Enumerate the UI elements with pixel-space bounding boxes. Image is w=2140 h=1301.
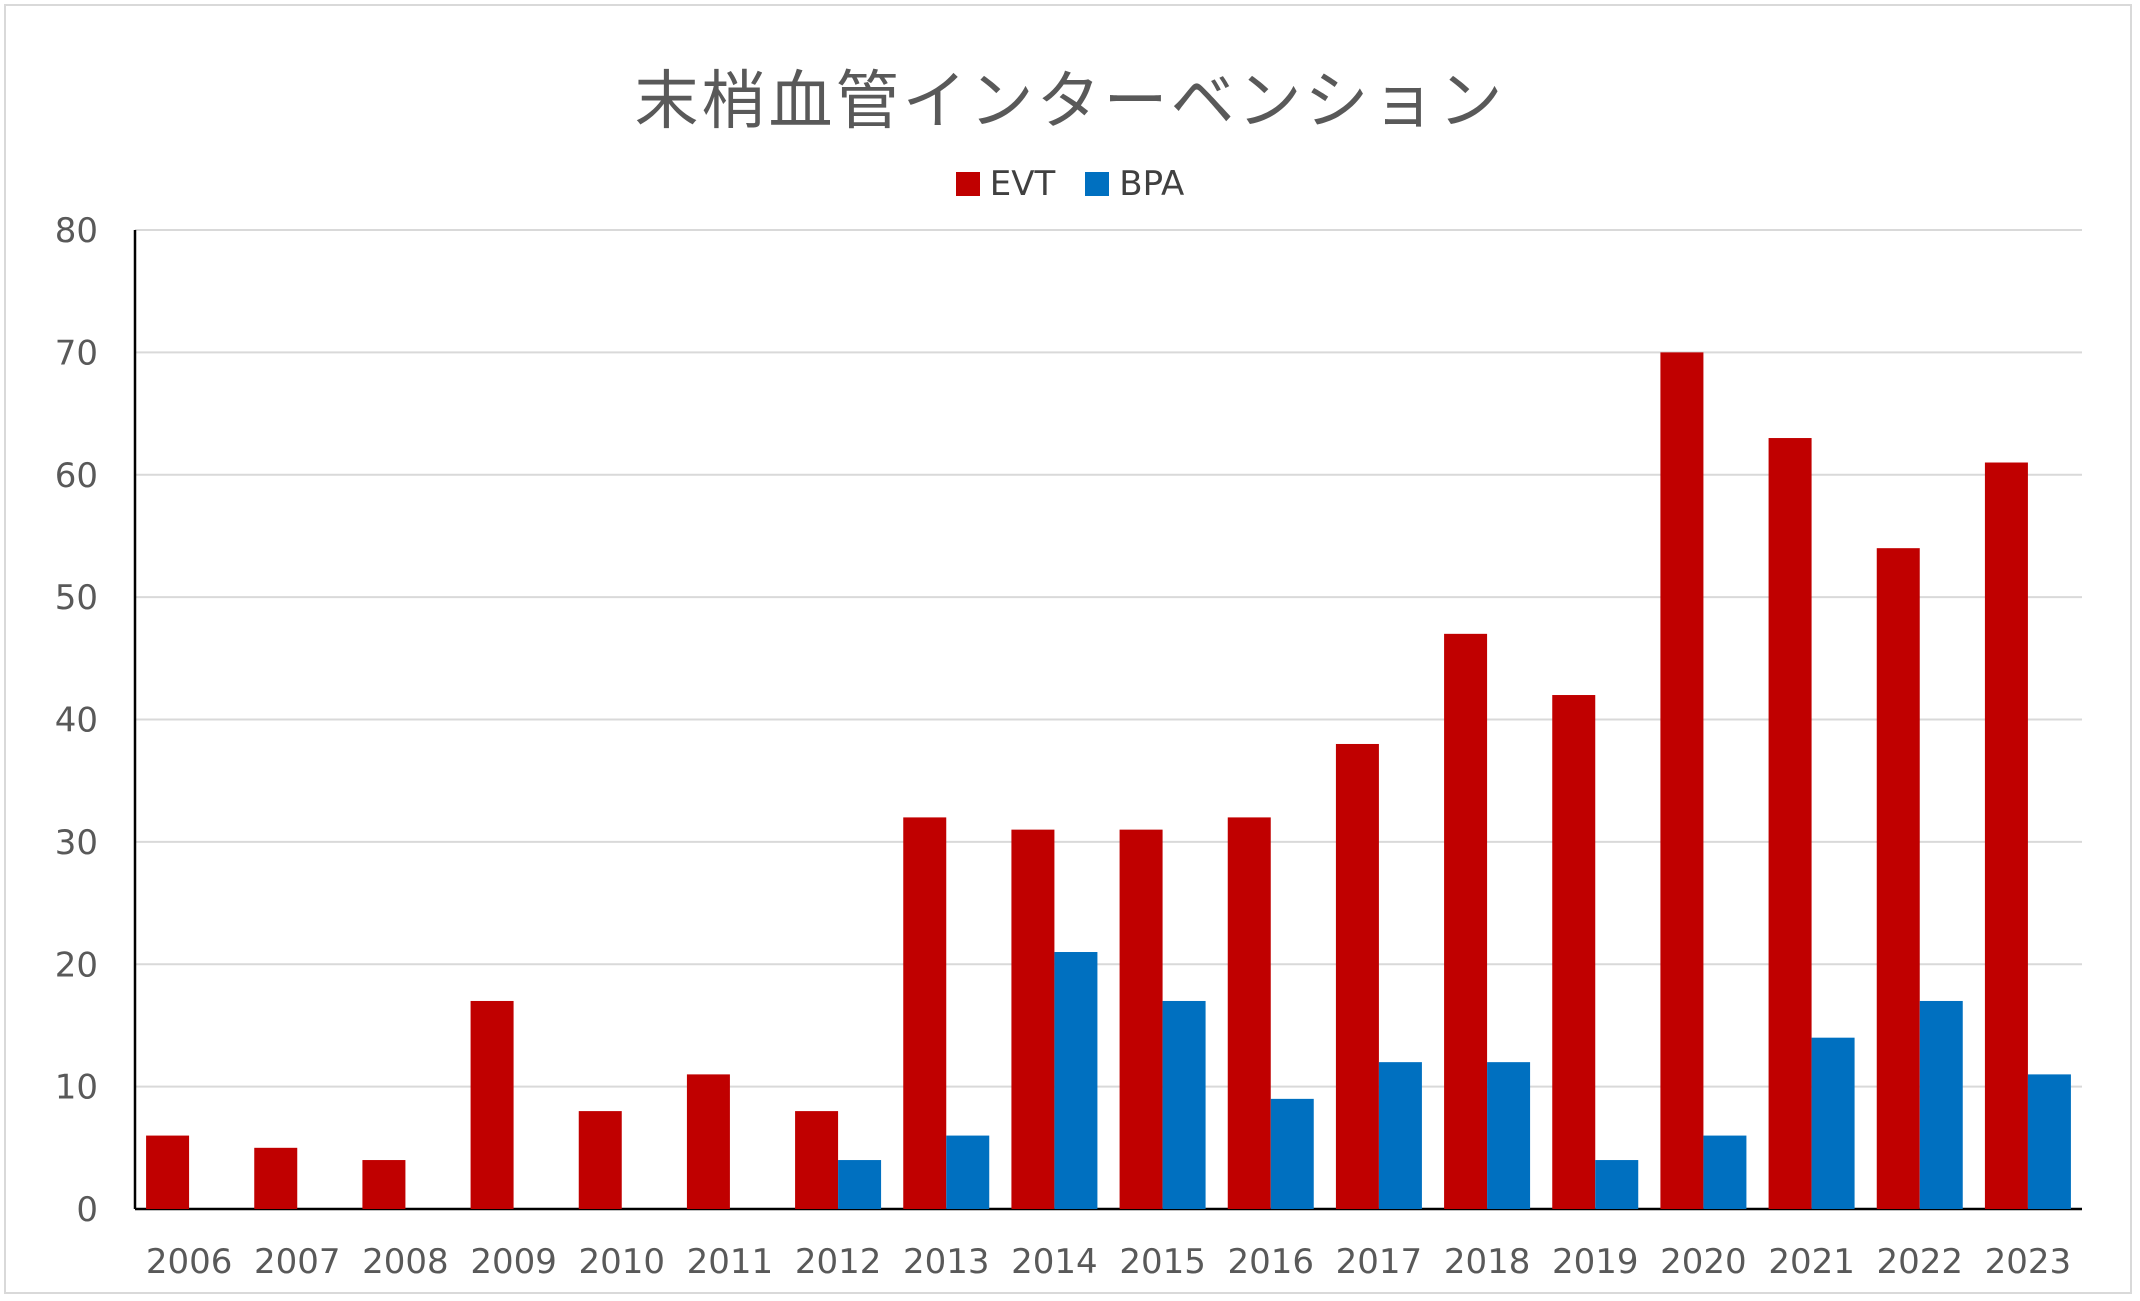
y-tick-label: 0 xyxy=(76,1190,98,1230)
bar-bpa-2022 xyxy=(1919,1000,1963,1209)
legend: EVT BPA xyxy=(0,164,2140,204)
legend-swatch-evt xyxy=(955,172,980,196)
x-tick-label: 2018 xyxy=(1444,1242,1531,1282)
bar-bpa-2016 xyxy=(1270,1098,1314,1209)
bar-bpa-2015 xyxy=(1162,1000,1206,1209)
x-tick-label: 2021 xyxy=(1768,1242,1855,1282)
x-tick-label: 2014 xyxy=(1011,1242,1098,1282)
bar-evt-2016 xyxy=(1227,817,1271,1209)
x-tick-label: 2015 xyxy=(1119,1242,1206,1282)
bar-evt-2011 xyxy=(686,1074,730,1209)
bar-bpa-2019 xyxy=(1595,1160,1639,1209)
y-tick-label: 50 xyxy=(55,578,98,618)
x-tick-label: 2012 xyxy=(795,1242,882,1282)
bar-evt-2013 xyxy=(903,817,947,1209)
x-tick-label: 2022 xyxy=(1876,1242,1963,1282)
x-tick-label: 2011 xyxy=(687,1242,774,1282)
x-tick-label: 2013 xyxy=(903,1242,990,1282)
bar-bpa-2018 xyxy=(1487,1062,1531,1209)
bar-evt-2021 xyxy=(1768,438,1812,1210)
bar-evt-2018 xyxy=(1444,633,1488,1209)
x-tick-label: 2006 xyxy=(146,1242,233,1282)
y-tick-label: 40 xyxy=(55,701,98,741)
bar-evt-2019 xyxy=(1552,695,1596,1209)
bar-evt-2006 xyxy=(146,1135,190,1209)
bar-evt-2022 xyxy=(1876,548,1920,1209)
bar-bpa-2012 xyxy=(838,1160,882,1209)
bar-bpa-2023 xyxy=(2027,1074,2071,1209)
bar-evt-2009 xyxy=(470,1000,514,1209)
y-tick-label: 60 xyxy=(55,456,98,496)
x-tick-label: 2009 xyxy=(470,1242,557,1282)
x-tick-label: 2023 xyxy=(1985,1242,2072,1282)
y-tick-label: 80 xyxy=(55,211,98,251)
bar-bpa-2013 xyxy=(946,1135,990,1209)
bar-evt-2023 xyxy=(1984,462,2028,1209)
x-tick-label: 2020 xyxy=(1660,1242,1747,1282)
x-tick-label: 2007 xyxy=(254,1242,341,1282)
bar-evt-2014 xyxy=(1011,829,1055,1209)
x-tick-label: 2019 xyxy=(1552,1242,1639,1282)
chart-title: 末梢血管インターベンション xyxy=(634,65,1506,139)
legend-swatch-bpa xyxy=(1085,172,1110,196)
legend-item-evt: EVT xyxy=(955,164,1056,204)
bar-bpa-2020 xyxy=(1703,1135,1747,1209)
y-tick-label: 30 xyxy=(55,823,98,863)
x-tick-label: 2010 xyxy=(578,1242,665,1282)
y-tick-label: 10 xyxy=(55,1068,98,1108)
legend-label-evt: EVT xyxy=(989,164,1056,204)
bar-bpa-2014 xyxy=(1054,952,1098,1209)
x-tick-label: 2016 xyxy=(1227,1242,1314,1282)
bar-evt-2015 xyxy=(1119,829,1163,1209)
bar-evt-2008 xyxy=(362,1160,406,1209)
bar-evt-2007 xyxy=(254,1147,298,1209)
legend-item-bpa: BPA xyxy=(1085,164,1184,204)
bar-bpa-2017 xyxy=(1378,1062,1422,1209)
bar-evt-2010 xyxy=(578,1111,622,1209)
legend-label-bpa: BPA xyxy=(1119,164,1185,204)
y-tick-label: 70 xyxy=(55,333,98,373)
bar-bpa-2021 xyxy=(1811,1037,1855,1209)
bar-evt-2017 xyxy=(1335,743,1379,1209)
bar-evt-2012 xyxy=(795,1111,839,1209)
bar-evt-2020 xyxy=(1660,352,1704,1209)
x-tick-label: 2017 xyxy=(1336,1242,1423,1282)
x-tick-label: 2008 xyxy=(362,1242,449,1282)
y-tick-label: 20 xyxy=(55,945,98,985)
